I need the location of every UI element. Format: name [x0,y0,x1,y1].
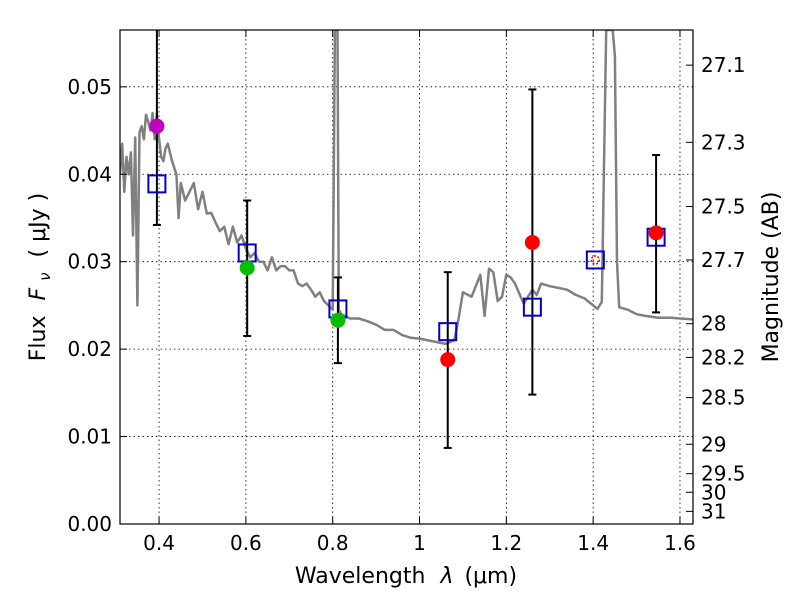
x-tick-label: 0.4 [143,531,175,555]
model-square [522,297,542,317]
axis-ticks: 0.4 0.6 0.8 1 1.2 1.4 1.6 0.00 0.01 0.02 0.03 0.04 0… [67,30,746,555]
x-tick-label: 1 [413,531,426,555]
model-square [585,250,605,270]
x-axis-label: Wavelength λ (μm) [295,564,517,589]
sed-line-layer [120,30,693,346]
grid [120,30,693,524]
y-tick-label: 0.01 [67,425,112,449]
x-tick-label: 1.2 [490,531,522,555]
plot-frame [119,29,694,525]
mag-tick-label: 27.7 [701,248,746,272]
mag-tick-label: 29 [701,432,726,456]
observed-points [149,118,664,368]
mag-tick-label: 31 [701,499,726,523]
mag-tick-label: 27.1 [701,53,746,77]
observed-point [440,352,456,368]
y-tick-label: 0.03 [67,250,112,274]
mag-tick-label: 27.3 [701,130,746,154]
mag-tick-label: 28.5 [701,386,746,410]
x-tick-label: 0.8 [317,531,349,555]
error-bars [152,30,661,449]
model-square [147,174,167,194]
y-tick-label: 0.00 [67,512,112,536]
mag-tick-label: 28 [701,312,726,336]
observed-point [149,118,165,134]
model-square [438,322,458,342]
observed-point [330,312,346,328]
observed-point [239,260,255,276]
observed-point [648,225,664,241]
model-points [147,174,666,342]
y-axis-label: Flux F ν ( μJy ) [26,193,56,361]
y2-axis-label: Magnitude (AB) [759,192,784,363]
x-tick-label: 1.6 [664,531,696,555]
observed-point [524,234,540,250]
mag-tick-label: 28.2 [701,345,746,369]
mag-tick-label: 30 [701,480,726,504]
x-tick-label: 0.6 [230,531,262,555]
y-tick-label: 0.05 [67,75,112,99]
y-tick-label: 0.04 [67,162,112,186]
x-tick-label: 1.4 [577,531,609,555]
mag-tick-label: 29.5 [701,462,746,486]
mag-tick-label: 27.5 [701,195,746,219]
model-dot [590,255,601,265]
sed-line [120,30,693,346]
y-tick-label: 0.02 [67,337,112,361]
error-bar [152,30,161,226]
